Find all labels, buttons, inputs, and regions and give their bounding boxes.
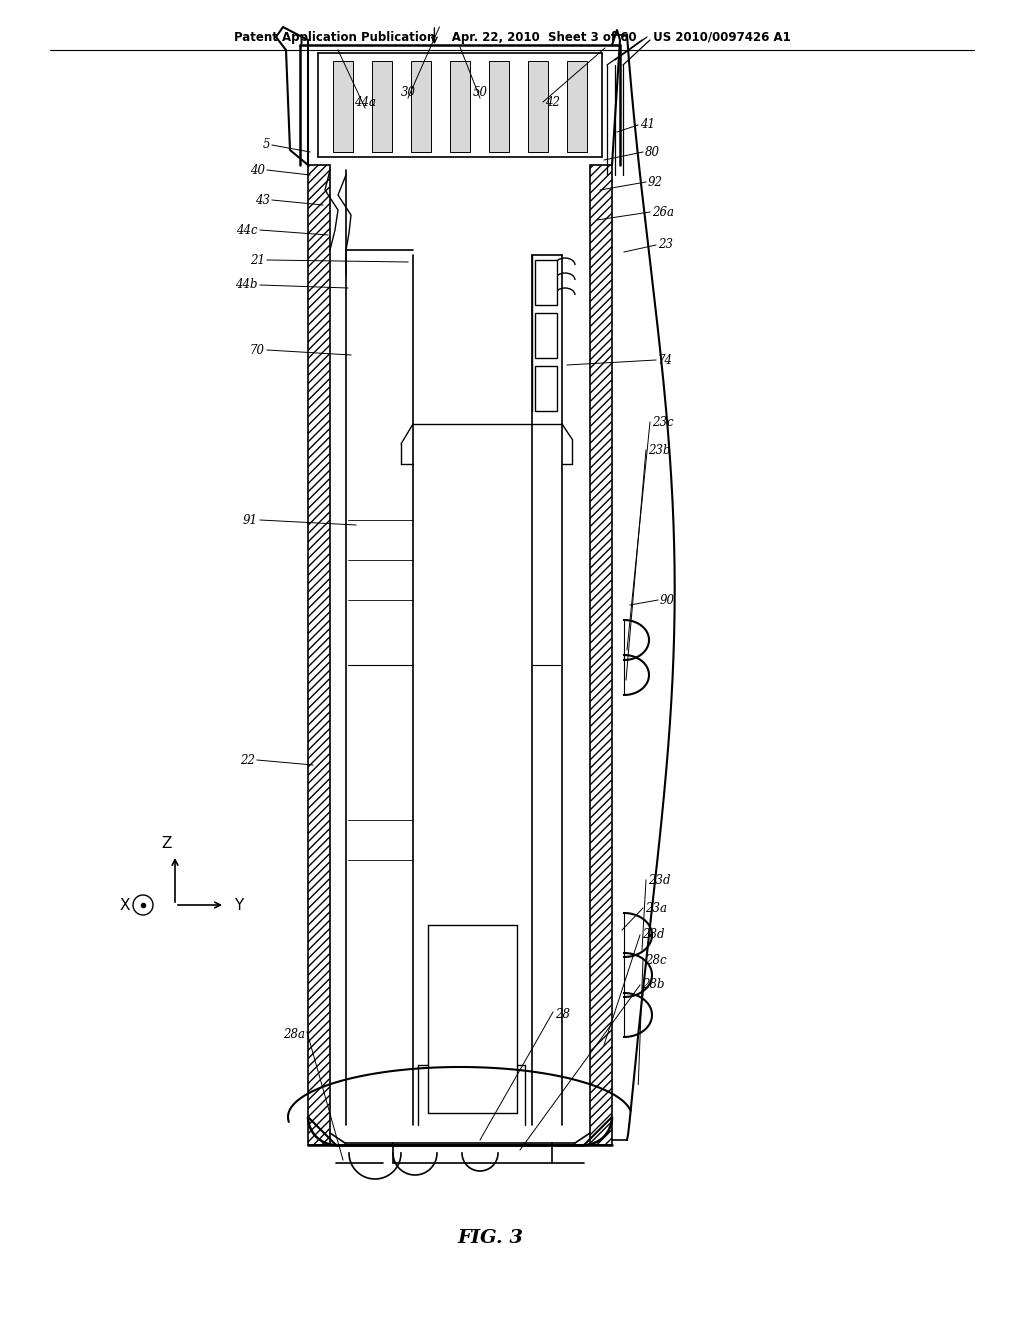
Text: 44a: 44a	[354, 95, 376, 108]
Text: 74: 74	[658, 354, 673, 367]
Text: 70: 70	[250, 343, 265, 356]
Bar	[567, 61, 587, 152]
Bar	[413, 255, 532, 1125]
Bar	[590, 165, 612, 1144]
Text: 23c: 23c	[652, 416, 674, 429]
Text: 50: 50	[472, 86, 487, 99]
Text: 28: 28	[555, 1008, 570, 1022]
Text: 42: 42	[545, 95, 560, 108]
Text: 28c: 28c	[645, 953, 667, 966]
Bar	[489, 61, 509, 152]
Text: 30: 30	[400, 86, 416, 99]
Text: 5: 5	[262, 139, 270, 152]
Text: 23d: 23d	[648, 874, 671, 887]
Text: 90: 90	[660, 594, 675, 606]
Text: 23b: 23b	[648, 444, 671, 457]
Text: 21: 21	[250, 253, 265, 267]
Text: 23a: 23a	[645, 902, 667, 915]
Text: 41: 41	[640, 119, 655, 132]
Text: Z3: Z3	[538, 381, 554, 395]
Text: FIG. 3: FIG. 3	[457, 1229, 523, 1247]
Text: Z1: Z1	[538, 276, 554, 289]
Text: 91: 91	[243, 513, 258, 527]
Text: Z: Z	[162, 836, 172, 850]
Text: X: X	[120, 898, 130, 912]
Text: Z2: Z2	[538, 329, 554, 342]
Text: 44c: 44c	[237, 223, 258, 236]
Text: Patent Application Publication    Apr. 22, 2010  Sheet 3 of 60    US 2010/009742: Patent Application Publication Apr. 22, …	[233, 30, 791, 44]
Bar	[451, 61, 470, 152]
Bar	[333, 61, 352, 152]
Text: 44b: 44b	[236, 279, 258, 292]
Bar	[535, 313, 557, 358]
Text: 28b: 28b	[642, 978, 665, 991]
Text: 28d: 28d	[642, 928, 665, 941]
Text: Y: Y	[234, 898, 244, 912]
Bar	[528, 61, 548, 152]
Text: 40: 40	[250, 164, 265, 177]
Text: 43: 43	[255, 194, 270, 206]
Bar	[535, 260, 557, 305]
Text: 92: 92	[648, 176, 663, 189]
Bar	[372, 61, 391, 152]
Text: 23: 23	[658, 239, 673, 252]
Circle shape	[133, 895, 153, 915]
Text: 22: 22	[240, 754, 255, 767]
Bar	[308, 165, 330, 1144]
Bar	[412, 61, 431, 152]
Bar	[535, 366, 557, 411]
Text: 26a: 26a	[652, 206, 674, 219]
Text: 28a: 28a	[283, 1028, 305, 1041]
Text: 80: 80	[645, 145, 660, 158]
